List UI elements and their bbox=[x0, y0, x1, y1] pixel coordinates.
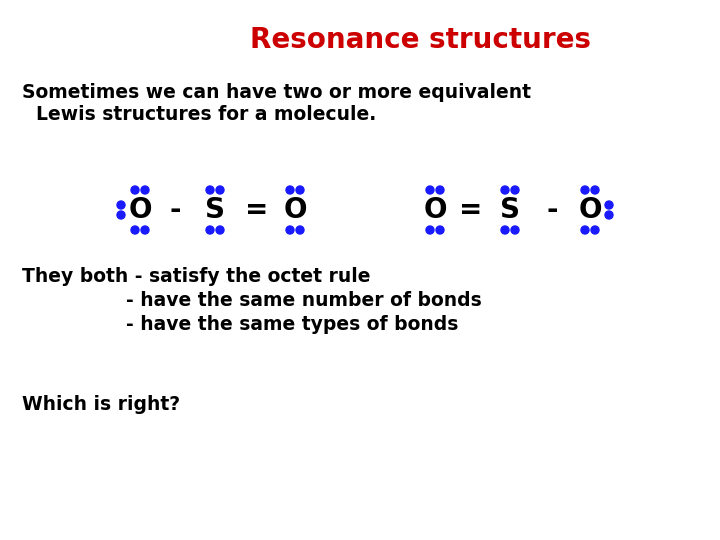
Text: S: S bbox=[205, 196, 225, 224]
Text: O: O bbox=[128, 196, 152, 224]
Circle shape bbox=[296, 186, 304, 194]
Circle shape bbox=[296, 226, 304, 234]
Circle shape bbox=[206, 226, 214, 234]
Circle shape bbox=[501, 226, 509, 234]
Text: O: O bbox=[578, 196, 602, 224]
Circle shape bbox=[286, 186, 294, 194]
Text: Which is right?: Which is right? bbox=[22, 395, 180, 415]
Circle shape bbox=[141, 186, 149, 194]
Circle shape bbox=[605, 201, 613, 209]
Text: S: S bbox=[500, 196, 520, 224]
Text: O: O bbox=[283, 196, 307, 224]
Circle shape bbox=[131, 186, 139, 194]
Circle shape bbox=[605, 211, 613, 219]
Text: Sometimes we can have two or more equivalent: Sometimes we can have two or more equiva… bbox=[22, 84, 531, 103]
Text: Resonance structures: Resonance structures bbox=[250, 26, 590, 54]
Circle shape bbox=[426, 186, 434, 194]
Circle shape bbox=[426, 226, 434, 234]
Text: O: O bbox=[423, 196, 446, 224]
Circle shape bbox=[436, 186, 444, 194]
Text: Lewis structures for a molecule.: Lewis structures for a molecule. bbox=[36, 105, 377, 124]
Circle shape bbox=[141, 226, 149, 234]
Circle shape bbox=[511, 226, 519, 234]
Circle shape bbox=[591, 186, 599, 194]
Circle shape bbox=[216, 186, 224, 194]
Text: - have the same types of bonds: - have the same types of bonds bbox=[22, 315, 459, 334]
Circle shape bbox=[581, 186, 589, 194]
Circle shape bbox=[286, 226, 294, 234]
Circle shape bbox=[117, 201, 125, 209]
Text: - have the same number of bonds: - have the same number of bonds bbox=[22, 292, 482, 310]
Text: =: = bbox=[459, 196, 482, 224]
Circle shape bbox=[511, 186, 519, 194]
Circle shape bbox=[436, 226, 444, 234]
Text: -: - bbox=[170, 196, 181, 224]
Circle shape bbox=[131, 226, 139, 234]
Circle shape bbox=[501, 186, 509, 194]
Circle shape bbox=[117, 211, 125, 219]
Text: -: - bbox=[546, 196, 558, 224]
Circle shape bbox=[591, 226, 599, 234]
Circle shape bbox=[216, 226, 224, 234]
Text: They both - satisfy the octet rule: They both - satisfy the octet rule bbox=[22, 267, 371, 287]
Text: =: = bbox=[246, 196, 269, 224]
Circle shape bbox=[206, 186, 214, 194]
Circle shape bbox=[581, 226, 589, 234]
